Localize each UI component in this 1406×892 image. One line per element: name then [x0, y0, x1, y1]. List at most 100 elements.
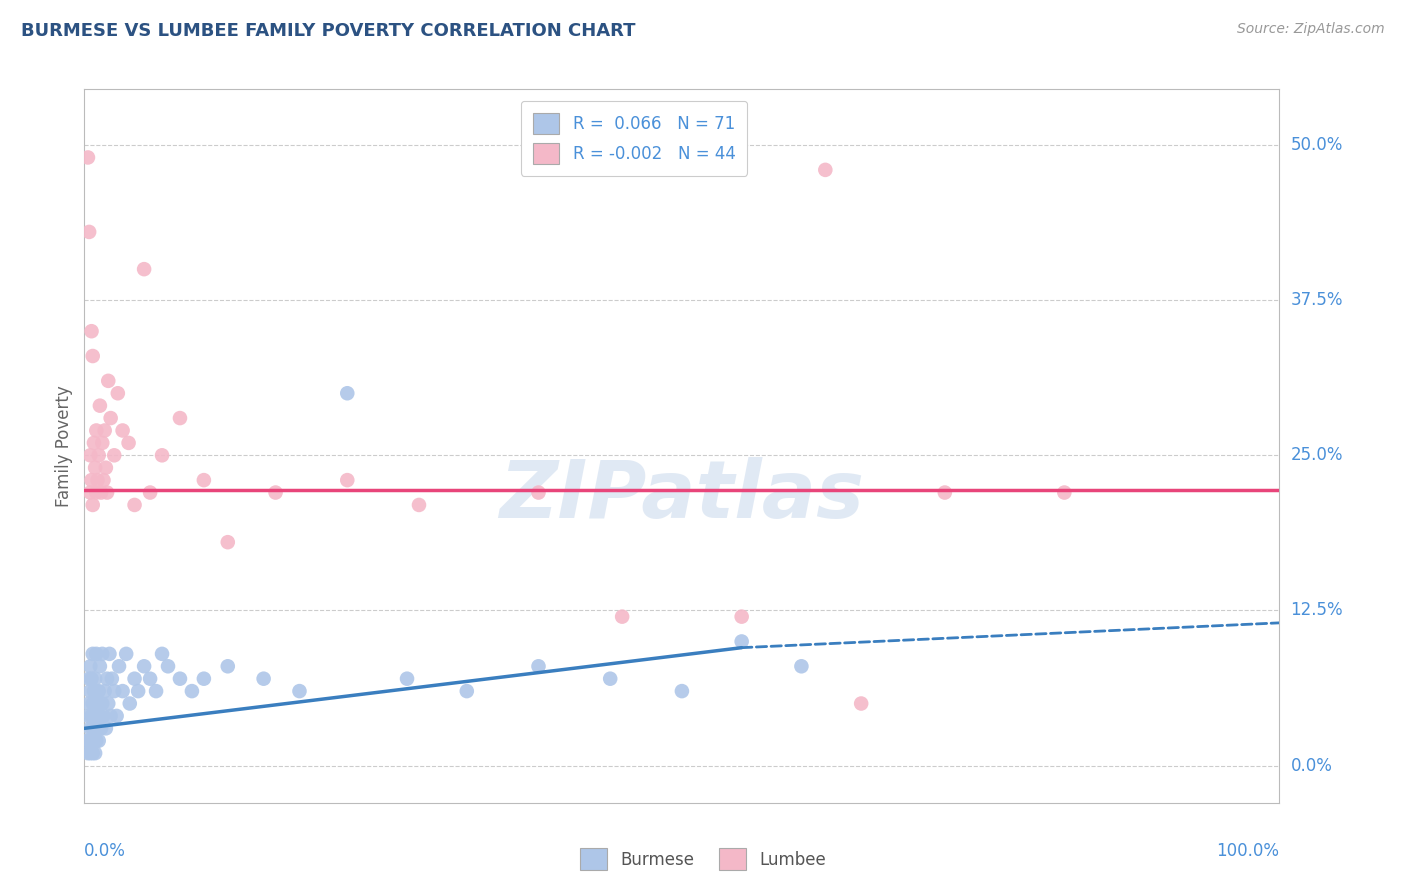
Point: [132, 262, 156, 277]
Point: [77, 151, 100, 165]
Point: [101, 672, 124, 686]
Point: [76, 733, 98, 747]
Point: [96, 672, 118, 686]
Point: [671, 684, 693, 698]
Point: [79, 448, 101, 462]
Point: [97, 697, 120, 711]
Point: [96, 485, 118, 500]
Point: [82, 697, 104, 711]
Point: [84, 722, 107, 736]
Point: [599, 672, 621, 686]
Point: [80, 473, 103, 487]
Point: [82, 746, 104, 760]
Point: [80, 733, 103, 747]
Point: [336, 473, 359, 487]
Point: [87, 448, 110, 462]
Point: [83, 684, 105, 698]
Point: [82, 498, 104, 512]
Point: [132, 659, 156, 673]
Point: [150, 448, 173, 462]
Point: [77, 697, 100, 711]
Point: [851, 697, 873, 711]
Point: [87, 733, 110, 747]
Point: [86, 424, 108, 438]
Point: [934, 485, 956, 500]
Point: [731, 634, 754, 648]
Text: BURMESE VS LUMBEE FAMILY POVERTY CORRELATION CHART: BURMESE VS LUMBEE FAMILY POVERTY CORRELA…: [21, 22, 636, 40]
Point: [91, 647, 114, 661]
Text: ZIPatlas: ZIPatlas: [499, 457, 865, 535]
Point: [108, 659, 131, 673]
Point: [456, 684, 478, 698]
Point: [217, 659, 239, 673]
Point: [84, 672, 107, 686]
Point: [790, 659, 813, 673]
Point: [814, 162, 837, 177]
Text: 12.5%: 12.5%: [1291, 601, 1343, 619]
Text: 0.0%: 0.0%: [84, 842, 127, 860]
Point: [79, 684, 101, 698]
Point: [93, 684, 115, 698]
Point: [157, 659, 180, 673]
Point: [118, 697, 141, 711]
Point: [86, 709, 108, 723]
Point: [87, 684, 110, 698]
Point: [103, 684, 125, 698]
Point: [86, 473, 108, 487]
Point: [527, 659, 550, 673]
Point: [100, 411, 122, 425]
Point: [169, 411, 191, 425]
Point: [98, 647, 121, 661]
Point: [103, 448, 125, 462]
Point: [264, 485, 287, 500]
Point: [86, 697, 108, 711]
Point: [105, 709, 128, 723]
Point: [408, 498, 430, 512]
Point: [97, 374, 120, 388]
Point: [111, 424, 134, 438]
Point: [77, 672, 100, 686]
Point: [91, 436, 114, 450]
Text: 100.0%: 100.0%: [1216, 842, 1279, 860]
Text: 0.0%: 0.0%: [1291, 756, 1333, 774]
Point: [93, 709, 115, 723]
Point: [253, 672, 276, 686]
Point: [127, 684, 149, 698]
Text: 50.0%: 50.0%: [1291, 136, 1343, 154]
Point: [79, 722, 101, 736]
Point: [107, 386, 129, 401]
Point: [100, 709, 122, 723]
Point: [80, 324, 103, 338]
Point: [527, 485, 550, 500]
Point: [83, 709, 105, 723]
Point: [89, 399, 111, 413]
Point: [1053, 485, 1076, 500]
Point: [396, 672, 419, 686]
Point: [94, 722, 117, 736]
Point: [94, 460, 117, 475]
Text: 25.0%: 25.0%: [1291, 446, 1343, 465]
Legend: Burmese, Lumbee: Burmese, Lumbee: [574, 842, 832, 877]
Point: [288, 684, 311, 698]
Point: [169, 672, 191, 686]
Legend: R =  0.066   N = 71, R = -0.002   N = 44: R = 0.066 N = 71, R = -0.002 N = 44: [522, 101, 747, 176]
Point: [124, 498, 146, 512]
Point: [77, 225, 100, 239]
Point: [79, 746, 101, 760]
Point: [124, 672, 146, 686]
Point: [77, 709, 100, 723]
Point: [80, 709, 103, 723]
Point: [80, 672, 103, 686]
Point: [150, 647, 173, 661]
Point: [612, 609, 634, 624]
Point: [79, 485, 101, 500]
Point: [79, 659, 101, 673]
Point: [86, 722, 108, 736]
Point: [145, 684, 167, 698]
Point: [139, 672, 162, 686]
Point: [193, 473, 215, 487]
Point: [86, 485, 108, 500]
Point: [84, 746, 107, 760]
Point: [82, 722, 104, 736]
Point: [93, 424, 115, 438]
